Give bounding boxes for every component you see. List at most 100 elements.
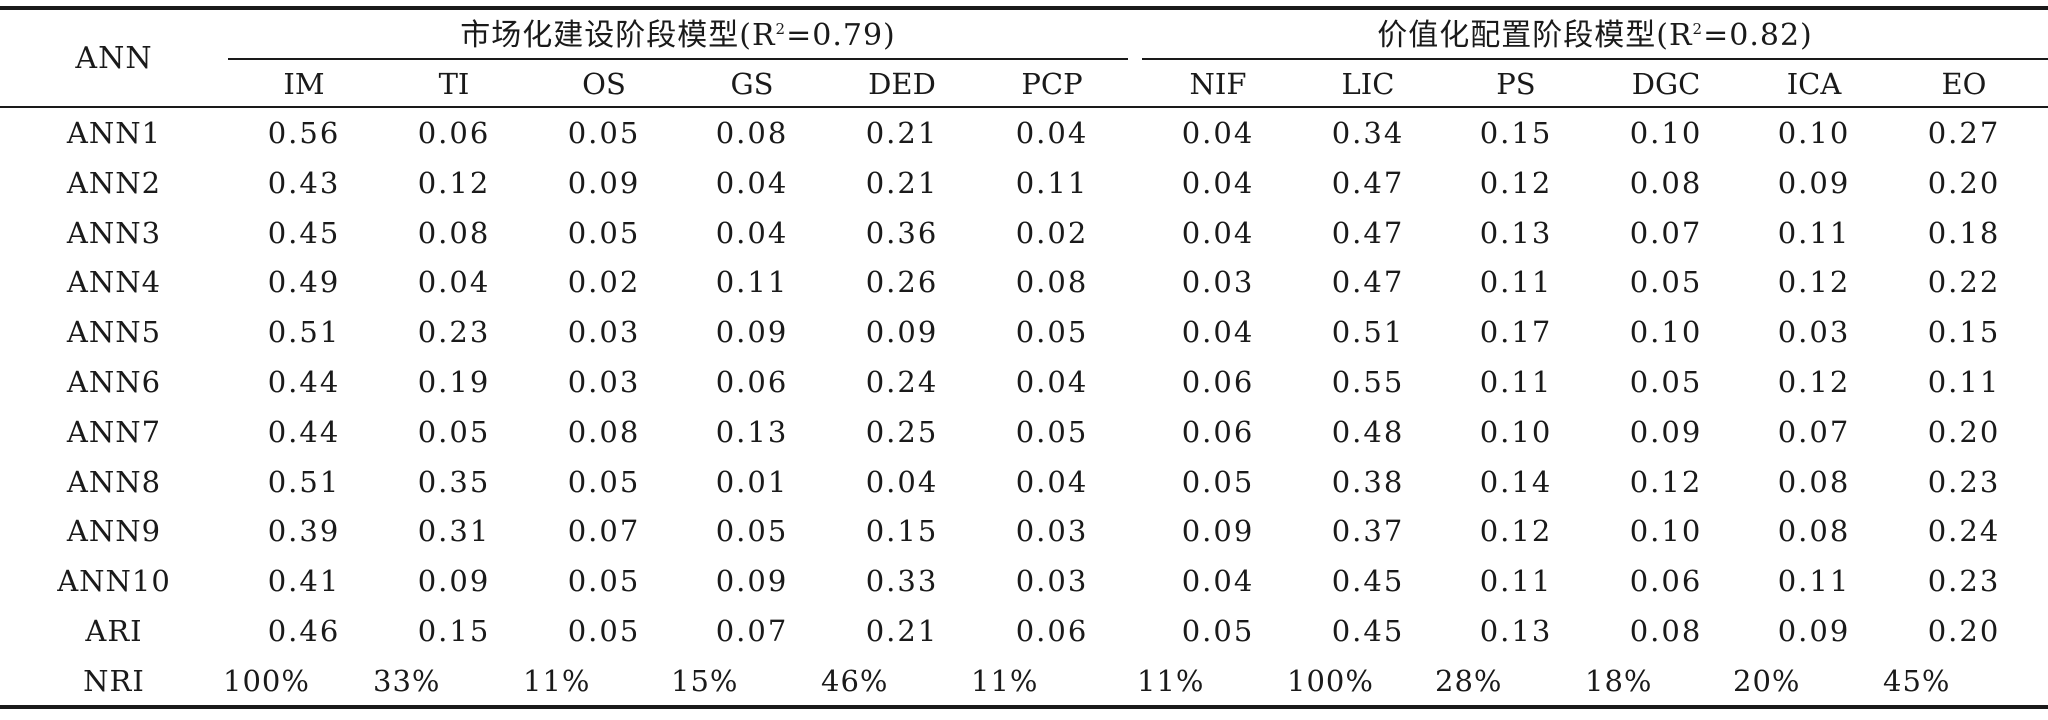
table-cell: 20%: [1733, 663, 1801, 698]
table-cell: 0.05: [417, 414, 491, 449]
table-cell: 0.18: [1927, 215, 2001, 250]
group-left-underline: [228, 58, 1128, 60]
table-cell: 0.04: [417, 265, 491, 300]
table-cell: 0.04: [715, 165, 789, 200]
row-label: ANN4: [66, 265, 162, 300]
table-cell: 11%: [971, 663, 1039, 698]
table-cell: 0.06: [417, 116, 491, 150]
table-cell: 0.48: [1331, 414, 1405, 449]
table-cell: 0.10: [1479, 414, 1553, 449]
corner-header: ANN: [75, 41, 153, 76]
table-cell: 0.04: [1181, 564, 1255, 599]
table-cell: 0.07: [1629, 215, 1703, 250]
table-cell: 0.08: [715, 116, 789, 150]
group-right-title: 价值化配置阶段模型(R: [1377, 18, 1693, 53]
row-label: ANN8: [66, 464, 162, 499]
table-cell: 0.05: [1015, 315, 1089, 350]
column-header-pcp: PCP: [1021, 67, 1083, 101]
group-left-sup: 2: [775, 20, 787, 38]
group-right-underline: [1142, 58, 2048, 60]
table-cell: 0.09: [567, 165, 641, 200]
table-row: ANN2 0.43 0.12 0.09 0.04 0.21 0.11 0.04 0.47 0.12…: [0, 158, 2048, 208]
table-cell: 0.05: [1015, 414, 1089, 449]
table-cell: 0.45: [1331, 614, 1405, 648]
table-row: ARI 0.46 0.15 0.05 0.07 0.21 0.06 0.05 0.45 0.13 0…: [0, 606, 2048, 656]
table-cell: 0.20: [1927, 414, 2001, 449]
bottom-rule: [0, 705, 2048, 709]
group-left-tail: =0.79): [786, 18, 896, 53]
column-header-eo: EO: [1941, 67, 1987, 101]
top-rule: [0, 6, 2048, 10]
table-cell: 0.10: [1629, 315, 1703, 350]
table-cell: 0.05: [1629, 365, 1703, 399]
table-cell: 0.11: [1479, 365, 1553, 399]
table-cell: 0.04: [1015, 116, 1089, 150]
table-cell: 0.24: [1927, 514, 2001, 549]
table-cell: 11%: [523, 663, 591, 698]
table-cell: 0.04: [1015, 464, 1089, 499]
table-cell: 0.05: [567, 215, 641, 250]
table-cell: 0.13: [1479, 614, 1553, 648]
row-label: ANN1: [66, 116, 162, 150]
table-cell: 0.08: [417, 215, 491, 250]
table-cell: 0.11: [1479, 564, 1553, 599]
column-header-nif: NIF: [1189, 67, 1247, 101]
table-cell: 0.23: [1927, 564, 2001, 599]
table-cell: 0.11: [1777, 564, 1851, 599]
table-cell: 0.22: [1927, 265, 2001, 300]
table-cell: 0.13: [715, 414, 789, 449]
table-cell: 0.17: [1479, 315, 1553, 350]
table-cell: 0.24: [865, 365, 939, 399]
table-cell: 0.20: [1927, 614, 2001, 648]
table-cell: 0.06: [1181, 414, 1255, 449]
table-cell: 0.04: [1181, 215, 1255, 250]
table-cell: 0.23: [1927, 464, 2001, 499]
table-cell: 0.09: [1629, 414, 1703, 449]
table-cell: 0.05: [567, 464, 641, 499]
table-cell: 0.08: [1629, 614, 1703, 648]
table-cell: 0.06: [1629, 564, 1703, 599]
table-cell: 0.31: [417, 514, 491, 549]
table-cell: 0.03: [567, 315, 641, 350]
table-cell: 100%: [223, 663, 310, 698]
table-cell: 0.04: [715, 215, 789, 250]
table-cell: 0.03: [1015, 514, 1089, 549]
column-header-im: IM: [283, 67, 325, 101]
table-cell: 0.15: [865, 514, 939, 549]
table-cell: 0.56: [267, 116, 341, 150]
table-cell: 0.33: [865, 564, 939, 599]
table-cell: 0.14: [1479, 464, 1553, 499]
table-cell: 0.45: [1331, 564, 1405, 599]
table-cell: 0.09: [715, 315, 789, 350]
table-cell: 0.04: [1181, 116, 1255, 150]
table-cell: 0.09: [1777, 614, 1851, 648]
table-cell: 0.23: [417, 315, 491, 350]
table-cell: 0.12: [1777, 365, 1851, 399]
table-cell: 0.51: [267, 315, 341, 350]
table-cell: 0.10: [1777, 116, 1851, 150]
table-row: ANN6 0.44 0.19 0.03 0.06 0.24 0.04 0.06 0.55 0.11…: [0, 357, 2048, 407]
table-cell: 0.34: [1331, 116, 1405, 150]
table-cell: 0.03: [1181, 265, 1255, 300]
table-cell: 0.55: [1331, 365, 1405, 399]
table-cell: 0.12: [417, 165, 491, 200]
column-header-ded: DED: [868, 67, 936, 101]
table-cell: 0.02: [1015, 215, 1089, 250]
table-cell: 0.09: [1777, 165, 1851, 200]
table-cell: 28%: [1435, 663, 1503, 698]
table-cell: 33%: [373, 663, 441, 698]
table-cell: 0.05: [567, 564, 641, 599]
table-cell: 0.05: [567, 116, 641, 150]
table-cell: 0.36: [865, 215, 939, 250]
table-cell: 0.06: [1015, 614, 1089, 648]
table-cell: 0.12: [1479, 165, 1553, 200]
table-cell: 0.04: [865, 464, 939, 499]
table-cell: 0.09: [1181, 514, 1255, 549]
table-row: ANN1 0.56 0.06 0.05 0.08 0.21 0.04 0.04 0.34 0.15…: [0, 108, 2048, 158]
table-cell: 0.37: [1331, 514, 1405, 549]
table-cell: 0.09: [417, 564, 491, 599]
table-cell: 0.08: [1629, 165, 1703, 200]
column-header-ps: PS: [1496, 67, 1536, 101]
table-cell: 18%: [1585, 663, 1653, 698]
table-cell: 0.11: [1927, 365, 2001, 399]
